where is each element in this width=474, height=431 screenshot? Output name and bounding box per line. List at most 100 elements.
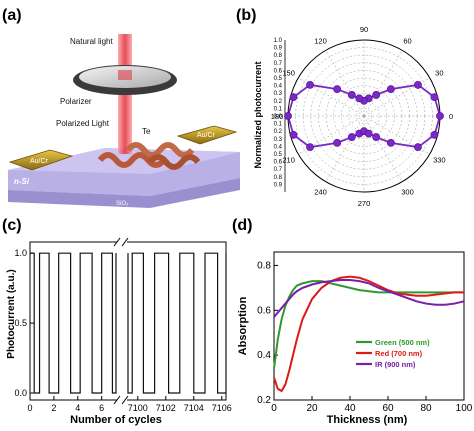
c-series-left: [30, 252, 117, 394]
c-ylabel: Photocurrent (a.u.): [6, 269, 17, 358]
d-ytick-label: 0.4: [257, 350, 271, 361]
polar-angle-label: 120: [314, 37, 327, 46]
polar-angle-label: 90: [360, 25, 368, 34]
b-ylabel: Normalized photocurrent: [253, 61, 263, 168]
polar-radial-tick-upper: 1.0: [274, 38, 283, 44]
d-series-line: [273, 279, 465, 318]
c-xtick-label: 2: [51, 403, 56, 413]
panel-d-tag: (d): [232, 217, 252, 234]
laser-through-lens: [118, 70, 132, 80]
polar-angle-label: 30: [435, 69, 443, 78]
d-ytick-label: 0.8: [257, 260, 271, 271]
d-xtick-label: 40: [344, 403, 356, 414]
polar-radial-tick-lower: 0.8: [274, 175, 283, 181]
electrode-right-label: Au/Cr: [197, 132, 216, 139]
c-xtick-label: 6: [99, 403, 104, 413]
d-series-line: [273, 280, 464, 369]
panel-c: (c) Photocurrent (a.u.) Number of cycles…: [2, 217, 232, 426]
d-ytick-label: 0.2: [257, 395, 271, 406]
polar-radial-tick-upper: 0.6: [274, 68, 283, 74]
electrode-left-label: Au/Cr: [30, 158, 49, 165]
polar-data-point: [306, 80, 314, 89]
polar-data-point: [347, 91, 356, 99]
polar-radial-tick-upper: 0.2: [274, 99, 283, 105]
polar-grid-ring: [348, 100, 380, 132]
c-lines: [30, 252, 227, 394]
polar-data: [284, 80, 444, 152]
c-ytick-label: 1.0: [14, 248, 27, 258]
polar-data-point: [372, 91, 381, 99]
d-xtick-label: 20: [306, 403, 318, 414]
polar-radial-tick-upper: 0.3: [274, 91, 283, 97]
te-nanostructures: [97, 142, 201, 170]
polar-grid-spoke: [363, 50, 403, 117]
silicon-substrate: [8, 178, 240, 208]
polar-data-point: [386, 138, 395, 147]
polar-grid-ring: [356, 108, 372, 124]
polar-radial-tick-upper: 0.5: [274, 76, 283, 82]
polar-grid: [287, 39, 441, 193]
c-series-right: [127, 252, 227, 394]
d-legend-label: Red (700 nm): [375, 349, 423, 358]
polar-radial-tick-upper: 0.9: [274, 46, 283, 52]
c-axes: 0.0 0.5 1.0 0 2 4 6 7100 7102 7104 7106: [14, 248, 231, 413]
d-xlabel: Thickness (nm): [327, 414, 408, 426]
electrode-right: [176, 125, 238, 145]
polar-data-point: [284, 112, 292, 120]
c-xtick-label: 7106: [212, 403, 232, 413]
polar-radial-tick-lower: 0.6: [274, 160, 283, 166]
polar-grid-spoke: [298, 77, 365, 117]
polar-grid-ring: [340, 92, 388, 140]
d-xtick-label: 0: [271, 403, 277, 414]
natural-light-label: Natural light: [70, 37, 113, 46]
panel-a-tag: (a): [2, 7, 22, 24]
c-xlabel: Number of cycles: [70, 414, 162, 426]
electrode-left: [8, 149, 74, 171]
polar-grid-spoke: [325, 50, 365, 117]
polar-data-point: [355, 94, 364, 103]
polar-radial-tick-lower: 0.1: [274, 122, 283, 128]
c-xtick-label: 7104: [184, 403, 204, 413]
polar-radial-tick-lower: 0.5: [274, 152, 283, 158]
polar-radial-tick-upper: 0.4: [274, 84, 283, 90]
d-legend-label: Green (500 nm): [375, 338, 430, 347]
polar-data-point: [333, 85, 342, 94]
polar-data-point: [289, 93, 298, 102]
oxide-label: SiO₂: [116, 201, 129, 207]
d-xtick-label: 100: [456, 403, 473, 414]
panel-d: (d) Absorption Thickness (nm) 0 20 40 60 80 1…: [232, 217, 473, 426]
polar-angle-label: 270: [358, 199, 371, 208]
d-axes: 0 20 40 60 80 100 0.2 0.4 0.6 0.8: [257, 260, 473, 414]
polar-data-point: [333, 138, 342, 147]
polar-angle-label: 240: [314, 187, 327, 196]
polar-angle-label: 60: [403, 37, 411, 46]
polar-angle-label: 180: [271, 112, 284, 121]
c-xtick-label: 4: [75, 403, 80, 413]
d-series-line: [273, 275, 464, 393]
d-plot-frame: [273, 251, 465, 401]
polar-data-point: [364, 129, 373, 138]
polar-data-point: [306, 143, 314, 152]
te-label: Te: [142, 127, 151, 136]
axis-break-marks: [113, 237, 129, 405]
polar-radial-tick-lower: 0.4: [274, 144, 283, 150]
c-xtick-label: 0: [27, 403, 32, 413]
polar-grid-spoke: [363, 115, 430, 155]
c-ytick-label: 0.0: [14, 388, 27, 398]
polar-grid-spoke: [363, 77, 430, 117]
polar-angle-label: 0: [449, 112, 453, 121]
polar-data-point: [372, 133, 381, 141]
d-xtick-label: 60: [382, 403, 394, 414]
panel-c-tag: (c): [2, 217, 22, 234]
polar-data-point: [414, 80, 422, 89]
polar-grid-spoke: [298, 115, 365, 155]
d-xtick-label: 80: [420, 403, 432, 414]
polar-radial-tick-upper: 0.0: [274, 114, 283, 120]
polar-data-point: [414, 143, 422, 152]
polar-radial-tick-upper: 0.8: [274, 53, 283, 59]
polar-data-point: [386, 85, 395, 94]
polar-radial-tick-lower: 0.2: [274, 129, 283, 135]
substrate-label: n-Si: [14, 177, 30, 186]
polar-grid-spoke: [325, 115, 365, 182]
